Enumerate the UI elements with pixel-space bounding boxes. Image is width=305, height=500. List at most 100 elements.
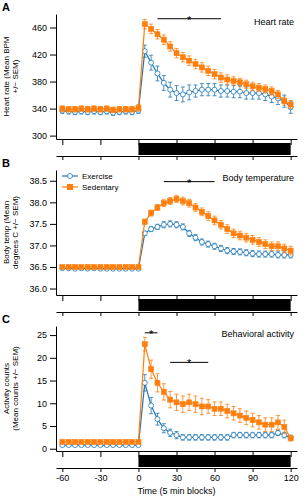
error-bar	[282, 95, 286, 107]
tick-mark	[50, 358, 56, 359]
error-bar	[181, 224, 185, 230]
tick-mark	[50, 289, 56, 290]
marker	[155, 205, 160, 210]
error-bar	[244, 432, 248, 437]
legend-marker	[68, 174, 73, 179]
marker	[123, 107, 128, 112]
marker	[149, 367, 154, 372]
tick: 36.5	[29, 262, 56, 272]
legend-label: Exercise	[82, 172, 113, 181]
error-bar	[175, 48, 179, 57]
error-bar	[206, 66, 210, 75]
error-bar	[225, 225, 229, 234]
tick-mark	[177, 156, 178, 160]
y-axis-title-line: degrees C +/− SEM)	[11, 196, 20, 269]
error-bar	[213, 69, 217, 78]
marker	[174, 222, 179, 227]
tick	[291, 295, 292, 301]
error-bar	[289, 436, 293, 441]
error-bar	[282, 244, 286, 253]
marker	[269, 422, 274, 427]
tick-label: 15	[37, 376, 47, 386]
error-bar	[200, 84, 204, 96]
marker	[130, 107, 135, 112]
marker	[187, 435, 192, 440]
marker	[66, 264, 71, 269]
marker	[218, 406, 223, 411]
error-bar	[206, 435, 210, 440]
marker	[161, 389, 166, 394]
marker	[79, 106, 84, 111]
marker	[212, 72, 217, 77]
event-strip: -60-300306090120Time (5 min blocks)	[56, 455, 298, 496]
panel: 300340380420460*Heart rateAHeart rate (M…	[2, 1, 298, 160]
series	[60, 375, 293, 448]
tick: 20	[37, 353, 56, 363]
tick: 36.0	[29, 284, 56, 294]
event-bar	[138, 299, 290, 311]
tick: 300	[32, 131, 56, 141]
tick	[100, 312, 101, 316]
marker	[79, 264, 84, 269]
error-bar	[219, 435, 223, 440]
marker	[199, 209, 204, 214]
tick-label: 300	[32, 131, 47, 141]
error-bar	[155, 374, 159, 392]
error-bar	[232, 432, 236, 437]
error-bar	[225, 85, 229, 97]
tick-mark	[100, 139, 101, 145]
series-line	[62, 24, 290, 110]
error-bar	[175, 195, 179, 202]
tick-mark	[291, 451, 292, 457]
tick-mark	[50, 109, 56, 110]
error-bar	[263, 418, 267, 432]
tick: -60	[56, 468, 69, 483]
marker	[168, 221, 173, 226]
tick: -30	[94, 468, 107, 483]
tick-mark	[62, 139, 63, 145]
tick	[100, 451, 101, 457]
tick-mark	[100, 451, 101, 457]
tick-label: 340	[32, 104, 47, 114]
marker	[136, 264, 141, 269]
tick-mark	[50, 181, 56, 182]
marker	[104, 439, 109, 444]
tick-mark	[215, 468, 216, 472]
series	[60, 221, 293, 271]
error-bar	[194, 204, 198, 212]
tick-mark	[62, 468, 63, 472]
tick-mark	[50, 335, 56, 336]
marker	[288, 248, 293, 253]
marker	[155, 32, 160, 37]
marker	[256, 239, 261, 244]
marker	[263, 242, 268, 247]
marker	[149, 60, 154, 65]
error-bar	[257, 238, 261, 247]
tick	[215, 156, 216, 160]
x-axis-title: Time (5 min blocks)	[137, 486, 215, 496]
marker	[98, 439, 103, 444]
series	[60, 337, 293, 444]
tick	[62, 451, 63, 457]
error-bar	[244, 250, 248, 256]
error-bar	[168, 221, 172, 227]
marker	[161, 80, 166, 85]
legend-marker	[68, 185, 73, 190]
error-bar	[206, 400, 210, 414]
marker	[60, 439, 65, 444]
marker	[155, 380, 160, 385]
error-bar	[73, 107, 77, 112]
marker	[149, 211, 154, 216]
tick: 10	[37, 399, 56, 409]
tick-mark	[215, 156, 216, 160]
marker	[174, 51, 179, 56]
tick: 60	[210, 468, 220, 483]
tick: 460	[32, 23, 56, 33]
error-bar	[105, 106, 109, 111]
error-bar	[175, 222, 179, 228]
marker	[193, 205, 198, 210]
legend-label: Sedentary	[82, 183, 118, 192]
marker	[225, 77, 230, 82]
error-bar	[60, 106, 64, 111]
marker	[98, 107, 103, 112]
